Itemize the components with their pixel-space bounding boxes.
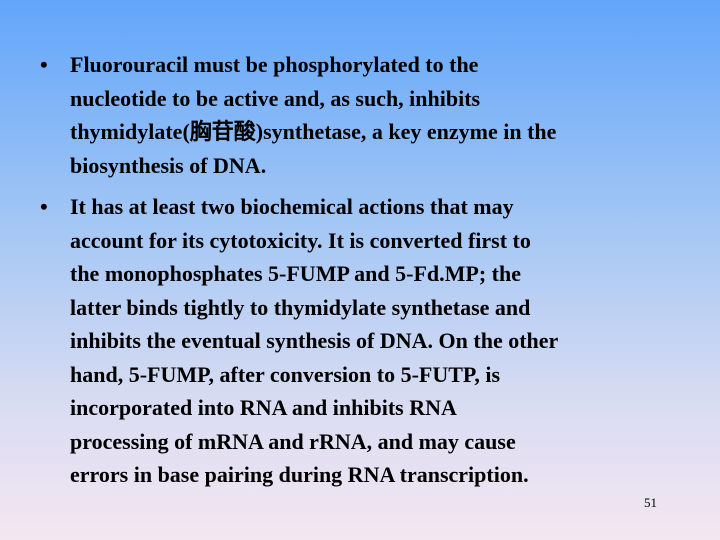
bullet-marker: • <box>40 52 48 77</box>
text-line: incorporated into RNA and inhibits RNA <box>70 395 457 420</box>
text-line: It has at least two biochemical actions … <box>70 194 514 219</box>
text-line: processing of mRNA and rRNA, and may cau… <box>70 428 516 454</box>
text-line: nucleotide to be active and, as such, in… <box>70 85 481 111</box>
bullet-item: • It has at least two biochemical actions… <box>0 190 720 492</box>
bullet-marker: • <box>40 194 48 219</box>
text-line: account for its cytotoxicity. It is conv… <box>70 227 531 253</box>
text-line: the monophosphates 5-FUMP and 5-Fd.MP; t… <box>70 261 522 286</box>
text-line: latter binds tightly to thymidylate synt… <box>70 294 531 320</box>
text-line: thymidylate(胸苷酸)synthetase, a key enzyme… <box>70 119 557 144</box>
text-line: Fluorouracil must be phosphorylated to t… <box>70 52 479 77</box>
text-line: hand, 5-FUMP, after conversion to 5-FUTP… <box>70 361 501 387</box>
text-line: errors in base pairing during RNA transc… <box>70 462 529 487</box>
page-number: 51 <box>644 495 657 510</box>
text-line: biosynthesis of DNA. <box>70 152 267 178</box>
text-line: inhibits the eventual synthesis of DNA. … <box>70 328 559 353</box>
bullet-item: • Fluorouracil must be phosphorylated to … <box>0 48 720 182</box>
